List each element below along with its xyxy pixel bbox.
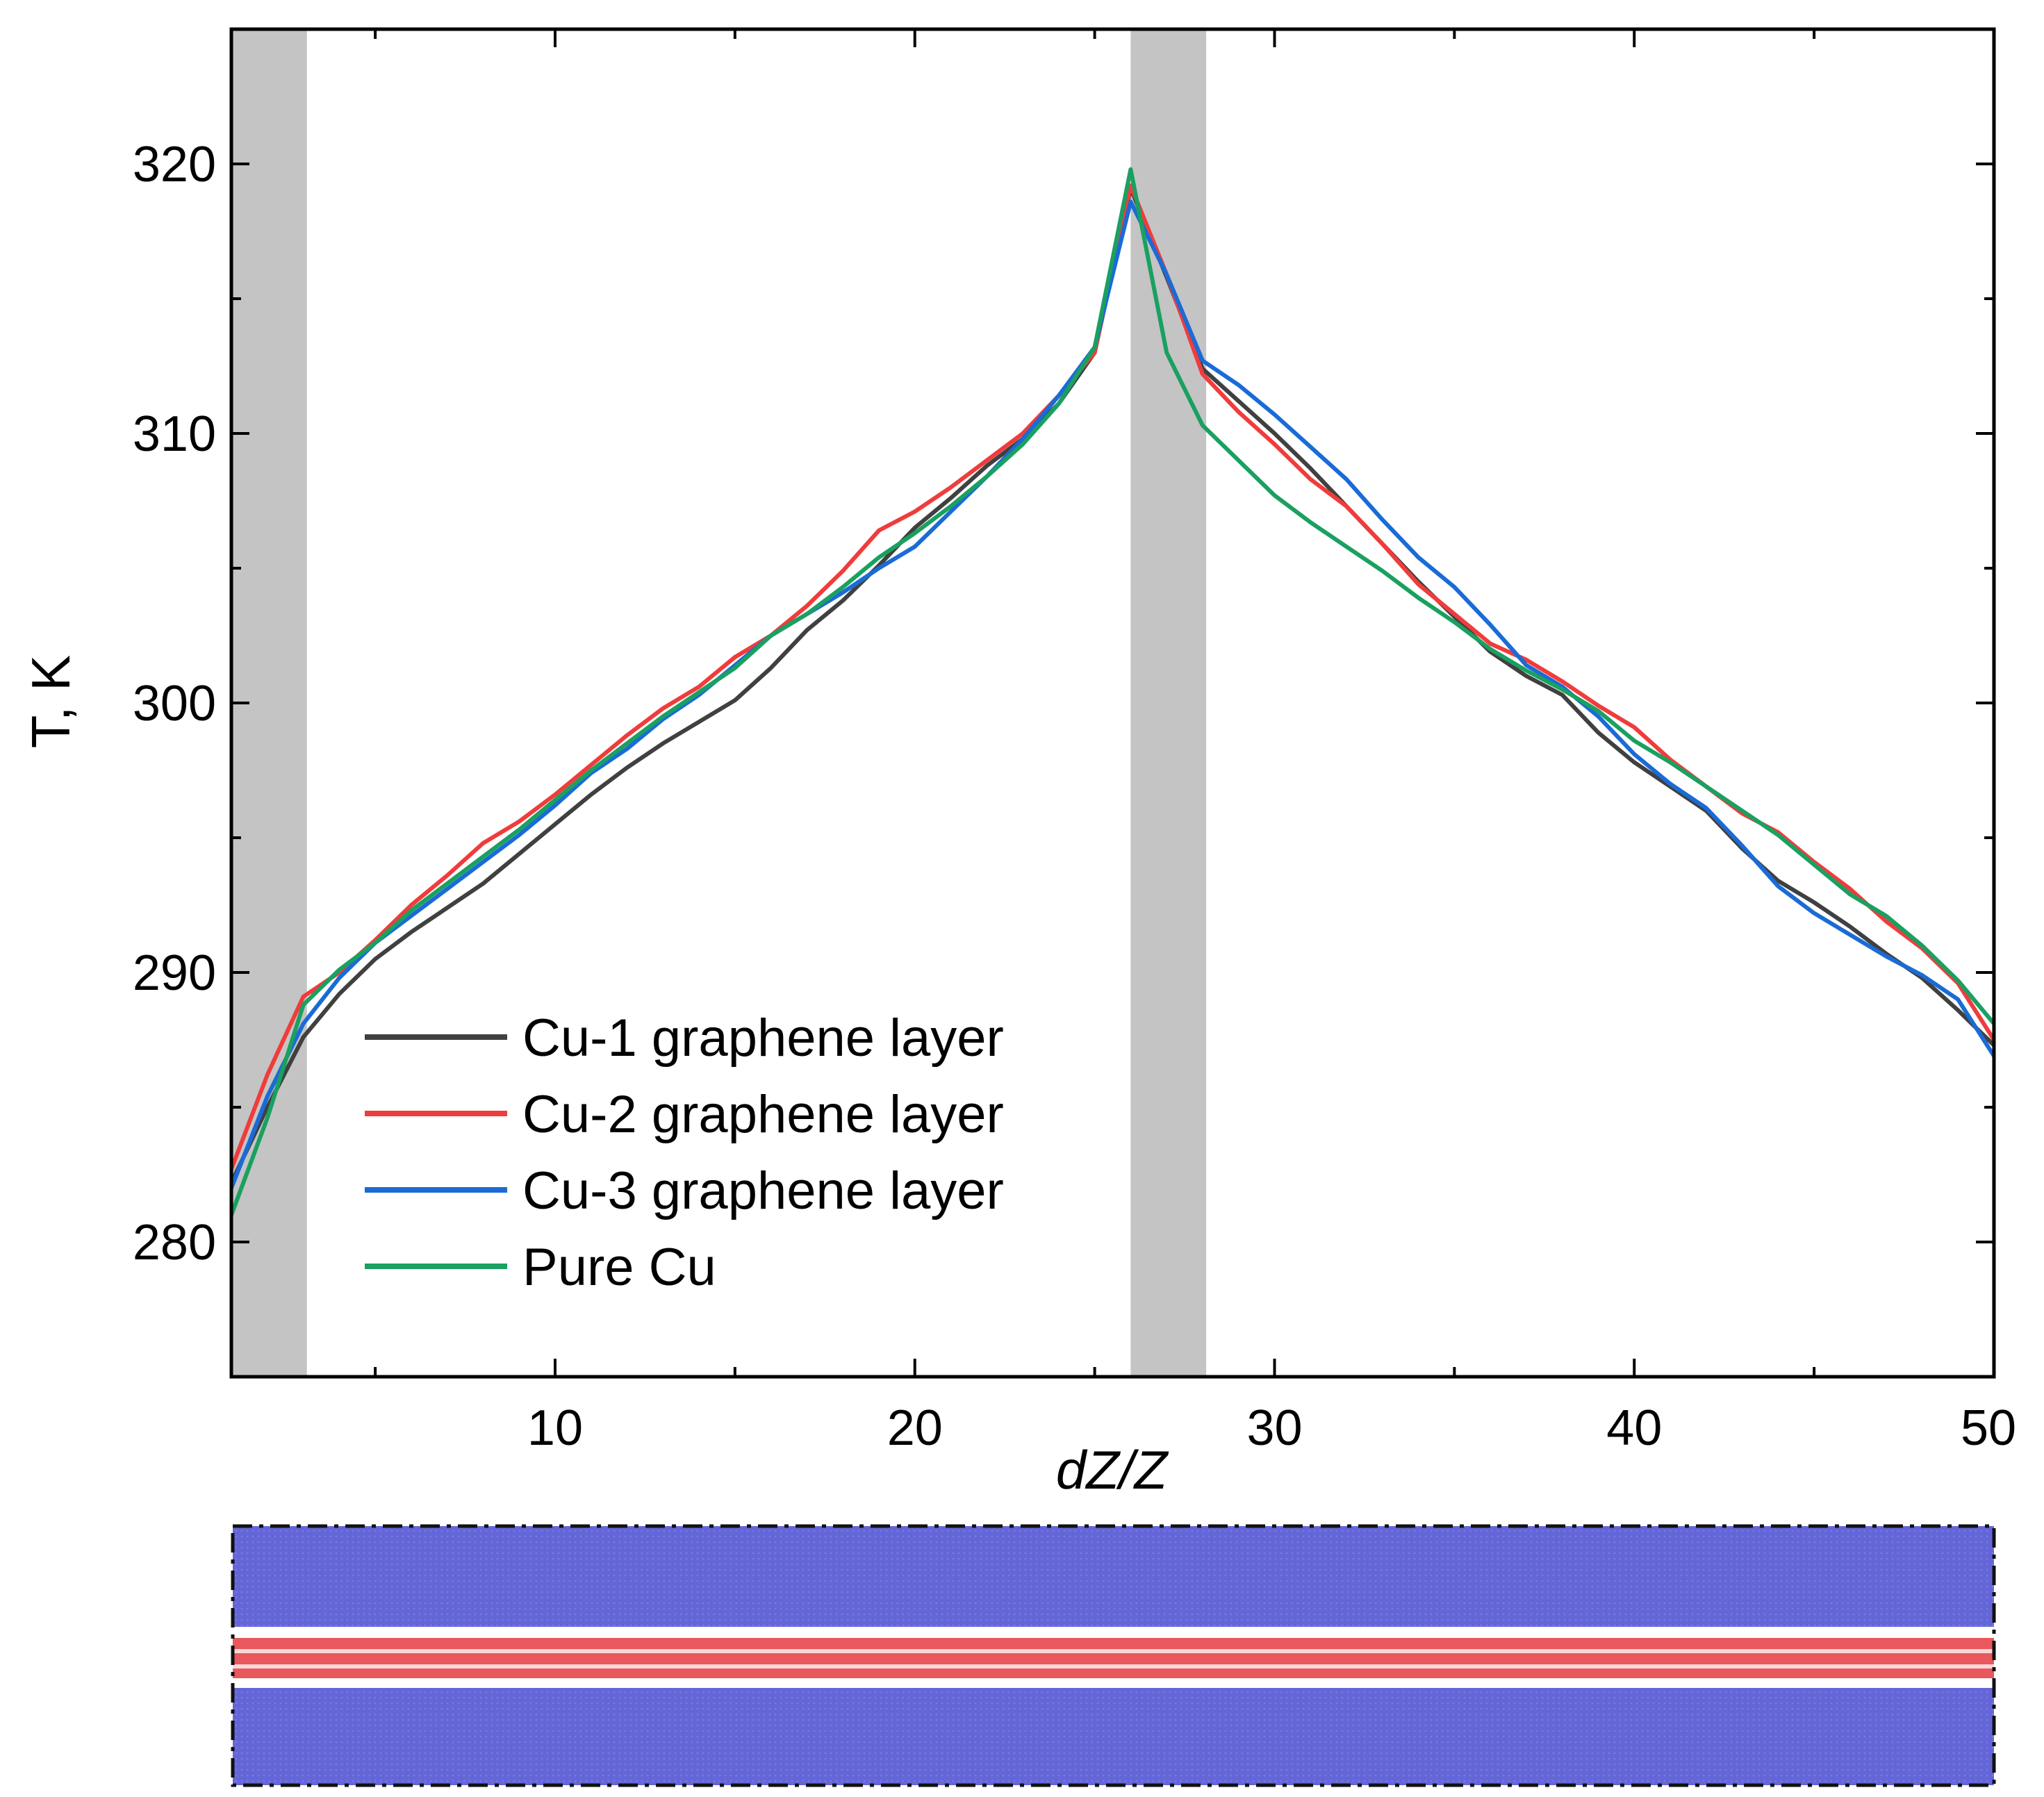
inset-gap-bottom	[233, 1678, 1994, 1688]
legend-label-cu3: Cu-3 graphene layer	[522, 1161, 1004, 1220]
x-tick-label-20: 20	[887, 1400, 943, 1456]
inset-gap-top	[233, 1627, 1994, 1638]
inset-graphene-band-2	[233, 1653, 1994, 1664]
x-axis-title: dZ/Z	[1056, 1439, 1169, 1500]
legend-label-cu1: Cu-1 graphene layer	[522, 1009, 1004, 1068]
x-tick-label-50: 50	[1961, 1400, 2016, 1456]
series-line-3	[229, 199, 1996, 1189]
inset-bottom-texture	[233, 1688, 1994, 1785]
series-line-4	[229, 167, 1996, 1216]
legend: Cu-1 graphene layer Cu-2 graphene layer …	[365, 1009, 1004, 1297]
legend-label-cu2: Cu-2 graphene layer	[522, 1085, 1004, 1144]
plot-background	[231, 29, 1994, 1377]
inset-graphene-gap-1	[233, 1649, 1994, 1653]
y-tick-label-280: 280	[133, 1215, 216, 1270]
y-tick-label-310: 310	[133, 406, 216, 462]
series-lines	[229, 167, 1996, 1216]
simulation-cell-inset	[231, 1524, 1996, 1787]
shaded-region-2	[1130, 29, 1207, 1377]
legend-label-pure-cu: Pure Cu	[522, 1238, 716, 1297]
plot-frame	[229, 27, 1996, 1379]
inset-graphene-gap-2	[233, 1664, 1994, 1668]
inset-graphene-band-1	[233, 1638, 1994, 1649]
y-tick-label-290: 290	[133, 945, 216, 1001]
y-axis-title: T, K	[20, 655, 81, 748]
inset-graphene-band-3	[233, 1668, 1994, 1678]
x-tick-label-40: 40	[1606, 1400, 1662, 1456]
x-tick-label-30: 30	[1246, 1400, 1302, 1456]
x-tick-label-10: 10	[527, 1400, 583, 1456]
tick-labels: 10 20 30 40 50 280 290 300 310 320	[133, 137, 2016, 1456]
inset-frame	[231, 1524, 1996, 1787]
inset-top-texture	[233, 1526, 1994, 1627]
y-tick-label-320: 320	[133, 137, 216, 192]
y-tick-label-300: 300	[133, 676, 216, 731]
